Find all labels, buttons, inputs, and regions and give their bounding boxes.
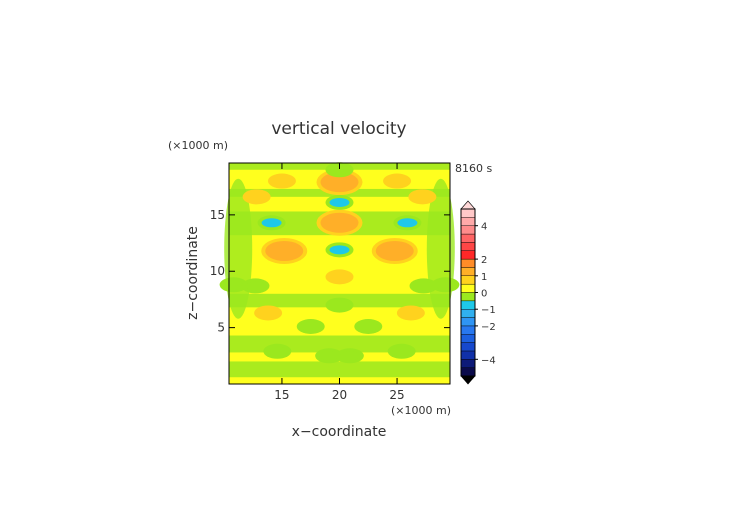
feature-2 [320, 172, 359, 193]
feature-6 [412, 192, 433, 202]
feature-20 [400, 308, 421, 318]
feature-7 [261, 218, 282, 228]
x-unit-label: (×1000 m) [391, 404, 451, 417]
colorbar-tick-label-4: −1 [481, 305, 496, 316]
y-tick-label-0: 5 [217, 321, 225, 335]
colorbar-tick-label-5: −2 [481, 322, 496, 333]
feature-23 [267, 346, 288, 356]
colorbar-swatch-17 [460, 225, 476, 235]
feature-10 [265, 240, 304, 261]
colorbar-swatch-15 [460, 242, 476, 251]
colorbar-swatch-0 [460, 367, 476, 377]
feature-0 [271, 176, 292, 186]
colorbar-swatch-14 [460, 250, 476, 260]
colorbar-swatch-19 [460, 208, 476, 218]
x-tick-label-2: 25 [389, 388, 404, 402]
feature-16 [245, 281, 266, 291]
colorbar-tick-label-6: −4 [481, 355, 496, 366]
colorbar-tick-label-1: 2 [481, 255, 487, 266]
colorbar-swatch-13 [460, 258, 476, 268]
feature-25 [319, 351, 340, 361]
plot-area [219, 162, 460, 385]
colorbar-min-arrow [460, 375, 476, 385]
feature-21 [300, 321, 321, 331]
feature-9 [320, 212, 359, 233]
x-tick-label-1: 20 [332, 388, 347, 402]
y-tick-label-2: 15 [210, 208, 225, 222]
feature-15 [435, 280, 456, 290]
feature-19 [258, 308, 279, 318]
feature-22 [358, 321, 379, 331]
colorbar-tick-label-0: 4 [481, 222, 487, 233]
feature-5 [246, 192, 267, 202]
y-axis-ticks: 5 10 15 [210, 208, 450, 335]
colorbar-swatch-8 [460, 300, 476, 310]
feature-14 [223, 280, 244, 290]
feature-24 [391, 346, 412, 356]
colorbar-swatch-9 [460, 292, 476, 302]
feature-11 [375, 240, 414, 261]
colorbar-tick-label-2: 1 [481, 272, 487, 283]
colorbar-swatch-4 [460, 334, 476, 343]
colorbar-swatch-7 [460, 309, 476, 318]
feature-12 [329, 245, 350, 255]
feature-13 [329, 272, 350, 282]
feature-18 [329, 300, 350, 310]
feature-1 [387, 176, 408, 186]
feature-3 [329, 165, 350, 175]
feature-26 [339, 351, 360, 361]
time-label: 8160 s [455, 162, 492, 175]
colorbar-swatch-5 [460, 325, 476, 335]
colorbar-swatch-6 [460, 317, 476, 327]
colorbar-swatch-12 [460, 267, 476, 277]
colorbar-swatch-2 [460, 350, 476, 360]
feature-4 [329, 197, 350, 207]
colorbar-swatch-16 [460, 233, 476, 243]
colorbar-swatch-1 [460, 359, 476, 368]
band-1 [229, 335, 450, 353]
colorbar-swatch-18 [460, 217, 476, 226]
colorbar-swatch-11 [460, 275, 476, 285]
colorbar-tick-label-3: 0 [481, 289, 487, 300]
velocity-features [219, 162, 460, 364]
y-axis-label: z−coordinate [185, 226, 201, 320]
colorbar-max-arrow [460, 200, 476, 210]
feature-17 [413, 281, 434, 291]
y-unit-label: (×1000 m) [168, 139, 228, 152]
x-axis-ticks: 15 20 25 [274, 163, 405, 402]
y-tick-label-1: 10 [210, 264, 225, 278]
x-tick-label-0: 15 [274, 388, 289, 402]
band-0 [229, 361, 450, 378]
colorbar-swatch-10 [460, 283, 476, 293]
x-axis-label: x−coordinate [292, 424, 387, 440]
colorbar: 4 2 1 0 −1 −2 −4 [460, 200, 496, 385]
feature-8 [397, 218, 418, 228]
chart-title: vertical velocity [271, 119, 406, 139]
colorbar-swatch-3 [460, 342, 476, 352]
